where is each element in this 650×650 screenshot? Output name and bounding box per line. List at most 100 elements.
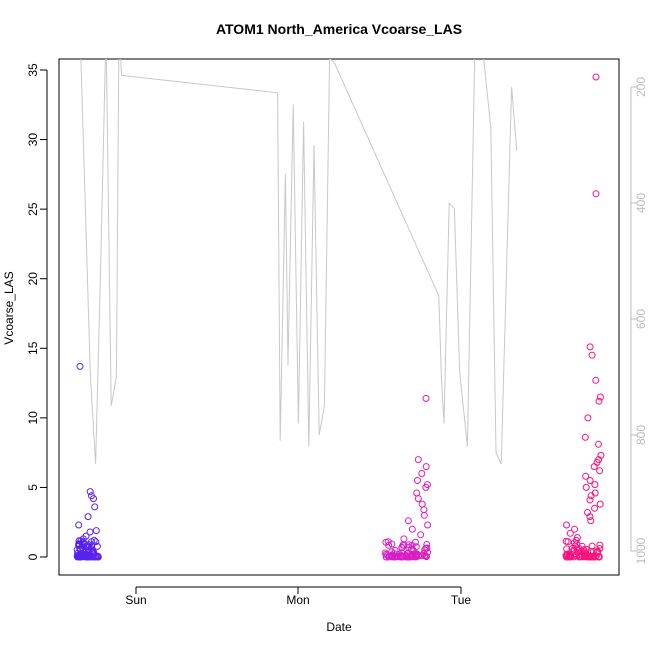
data-point bbox=[562, 537, 570, 545]
data-point bbox=[418, 470, 426, 477]
x-axis-label: Date bbox=[326, 620, 352, 634]
data-point bbox=[572, 536, 580, 544]
data-point bbox=[92, 538, 100, 546]
data-point bbox=[390, 550, 398, 558]
y-tick-label: 5 bbox=[26, 484, 40, 491]
data-point bbox=[420, 511, 428, 519]
data-point bbox=[90, 495, 97, 503]
data-point bbox=[92, 527, 100, 535]
data-point bbox=[84, 513, 92, 521]
y2-tick-label: 200 bbox=[634, 77, 648, 97]
data-point bbox=[423, 544, 431, 552]
data-point bbox=[381, 549, 389, 557]
data-point bbox=[591, 504, 599, 512]
data-point bbox=[592, 190, 600, 198]
data-point bbox=[385, 553, 393, 561]
data-point bbox=[571, 525, 579, 533]
data-point bbox=[592, 376, 600, 384]
y-tick-label: 10 bbox=[26, 411, 40, 425]
data-point bbox=[582, 545, 590, 553]
data-point bbox=[418, 552, 426, 560]
data-point bbox=[423, 553, 430, 561]
pressure-line bbox=[80, 59, 518, 465]
data-point bbox=[414, 456, 422, 464]
data-point bbox=[409, 551, 417, 559]
data-point bbox=[566, 529, 574, 537]
data-point bbox=[582, 472, 590, 480]
data-point bbox=[414, 495, 422, 503]
data-point bbox=[74, 549, 82, 557]
data-point bbox=[398, 544, 406, 552]
data-point bbox=[586, 513, 594, 521]
data-point bbox=[563, 545, 571, 553]
axes-layer: 0 5 10 15 20 25 30 35 200 400 600 800 1000 Sun Mon Tue bbox=[26, 63, 648, 607]
data-point bbox=[424, 521, 432, 529]
pressure-line-layer bbox=[80, 59, 518, 465]
y2-tick-label: 800 bbox=[634, 425, 648, 445]
data-point bbox=[595, 553, 603, 561]
data-point bbox=[412, 538, 419, 546]
plot-border bbox=[58, 58, 620, 576]
data-point bbox=[567, 552, 574, 560]
y-tick-label: 30 bbox=[26, 133, 40, 147]
points-layer bbox=[73, 73, 605, 561]
data-point bbox=[400, 535, 408, 543]
y-axis-label: Vcoarse_LAS bbox=[2, 271, 16, 344]
y-tick-label: 35 bbox=[26, 63, 40, 77]
data-point bbox=[586, 553, 594, 561]
data-point bbox=[422, 483, 430, 491]
data-point bbox=[587, 517, 595, 525]
data-point bbox=[597, 451, 605, 459]
y2-tick-label: 600 bbox=[634, 309, 648, 329]
data-point bbox=[408, 525, 416, 533]
data-point bbox=[75, 542, 83, 550]
data-point bbox=[592, 73, 600, 81]
data-point bbox=[563, 550, 571, 558]
data-point bbox=[418, 500, 426, 508]
y-tick-label: 0 bbox=[26, 553, 40, 560]
y2-tick-label: 1000 bbox=[634, 537, 648, 564]
data-point bbox=[75, 537, 83, 545]
data-point bbox=[75, 521, 83, 529]
data-point bbox=[586, 496, 594, 504]
data-point bbox=[402, 551, 410, 559]
data-point bbox=[413, 489, 421, 497]
data-point bbox=[595, 440, 602, 448]
data-point bbox=[86, 488, 94, 496]
x-tick-label: Sun bbox=[125, 593, 146, 607]
data-point bbox=[420, 506, 428, 514]
data-point bbox=[385, 541, 393, 549]
data-point bbox=[417, 531, 425, 539]
data-point bbox=[584, 414, 592, 422]
data-point bbox=[587, 492, 595, 500]
data-point bbox=[576, 553, 584, 561]
data-point bbox=[563, 521, 570, 529]
data-point bbox=[580, 553, 588, 561]
data-point bbox=[590, 552, 598, 560]
y-tick-label: 15 bbox=[26, 341, 40, 355]
data-point bbox=[383, 551, 391, 559]
data-point bbox=[388, 540, 396, 548]
y-tick-label: 20 bbox=[26, 272, 40, 286]
data-point bbox=[85, 552, 93, 560]
data-point bbox=[580, 546, 588, 554]
data-point bbox=[573, 540, 581, 548]
y-tick-label: 25 bbox=[26, 202, 40, 216]
data-point bbox=[586, 343, 594, 351]
data-point bbox=[588, 351, 596, 359]
data-point bbox=[586, 477, 594, 484]
data-point bbox=[596, 541, 604, 549]
data-point bbox=[422, 394, 430, 402]
data-point bbox=[591, 481, 599, 489]
data-point bbox=[422, 463, 430, 471]
data-point bbox=[595, 397, 603, 405]
data-point bbox=[581, 433, 589, 441]
data-point bbox=[86, 528, 94, 536]
data-point bbox=[76, 541, 84, 549]
x-tick-label: Tue bbox=[451, 593, 472, 607]
data-point bbox=[590, 463, 598, 471]
chart-title: ATOM1 North_America Vcoarse_LAS bbox=[216, 21, 462, 37]
y2-tick-label: 400 bbox=[634, 193, 648, 213]
data-point bbox=[596, 500, 604, 508]
